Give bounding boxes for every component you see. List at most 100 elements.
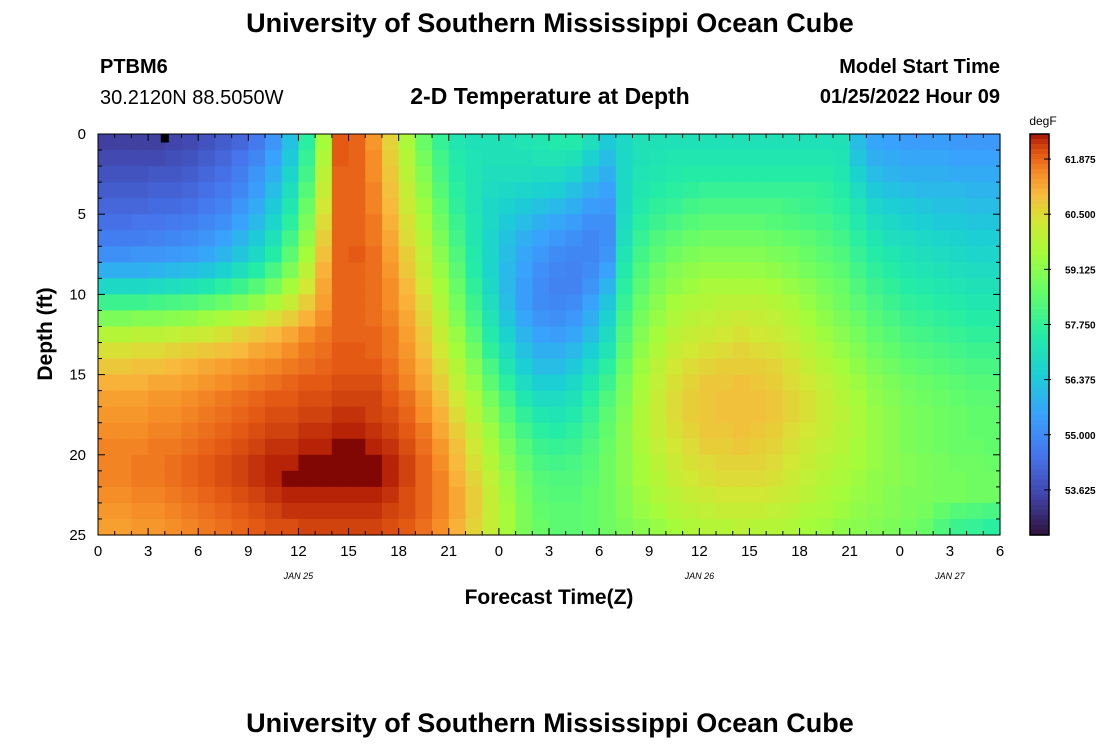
heatmap-cell	[131, 454, 149, 472]
heatmap-cell	[231, 406, 249, 424]
heatmap-cell	[699, 470, 717, 488]
heatmap-cell	[348, 390, 366, 408]
heatmap-cell	[465, 438, 483, 456]
heatmap-cell	[432, 358, 450, 376]
heatmap-cell	[448, 150, 467, 167]
heatmap-cell	[432, 262, 450, 279]
heatmap-cell	[883, 470, 901, 488]
heatmap-cell	[432, 374, 450, 392]
heatmap-cell	[98, 230, 116, 247]
heatmap-cell	[582, 438, 600, 456]
heatmap-cell	[565, 198, 583, 215]
heatmap-cell	[983, 518, 1001, 536]
heatmap-cell	[164, 246, 183, 263]
heatmap-cell	[482, 470, 500, 488]
heatmap-cell	[582, 518, 600, 536]
heatmap-cell	[432, 502, 450, 520]
heatmap-cell	[949, 390, 968, 408]
heatmap-cell	[381, 374, 400, 392]
heatmap-cell	[632, 278, 650, 295]
heatmap-cell	[432, 230, 450, 247]
heatmap-cell	[682, 438, 700, 456]
heatmap-cell	[716, 166, 734, 183]
heatmap-cell	[916, 486, 934, 504]
heatmap-cell	[716, 438, 734, 456]
x-tick-label: 3	[144, 543, 152, 560]
heatmap-cell	[465, 198, 483, 215]
heatmap-cell	[899, 518, 918, 536]
heatmap-cell	[649, 454, 667, 472]
heatmap-cell	[98, 470, 116, 488]
heatmap-cell	[949, 310, 968, 328]
heatmap-cell	[131, 230, 149, 247]
heatmap-cell	[883, 262, 901, 279]
heatmap-cell	[248, 214, 266, 231]
heatmap-cell	[98, 342, 116, 360]
heatmap-cell	[198, 486, 216, 504]
heatmap-cell	[331, 502, 350, 520]
heatmap-cell	[448, 134, 467, 151]
heatmap-cell	[849, 230, 867, 247]
heatmap-cell	[281, 134, 300, 151]
heatmap-cell	[799, 246, 817, 263]
heatmap-cell	[498, 342, 517, 360]
colorbar-segment	[1030, 294, 1049, 301]
heatmap-cell	[98, 134, 116, 151]
heatmap-cell	[331, 310, 350, 328]
heatmap-cell	[348, 422, 366, 440]
heatmap-cell	[665, 294, 684, 312]
heatmap-cell	[181, 390, 199, 408]
heatmap-cell	[181, 470, 199, 488]
heatmap-cell	[114, 502, 132, 520]
heatmap-cell	[365, 358, 383, 376]
heatmap-cell	[231, 182, 249, 199]
heatmap-cells	[98, 134, 1001, 536]
heatmap-cell	[582, 230, 600, 247]
heatmap-cell	[465, 502, 483, 520]
heatmap-cell	[699, 278, 717, 295]
heatmap-cell	[699, 518, 717, 536]
heatmap-cell	[98, 438, 116, 456]
heatmap-cell	[599, 390, 617, 408]
heatmap-cell	[148, 246, 166, 263]
heatmap-cell	[949, 454, 968, 472]
heatmap-cell	[448, 230, 467, 247]
heatmap-cell	[131, 486, 149, 504]
x-tick-label: 6	[595, 543, 603, 560]
x-tick-label: 0	[896, 543, 904, 560]
heatmap-cell	[515, 310, 533, 328]
heatmap-cell	[265, 182, 283, 199]
heatmap-cell	[866, 278, 884, 295]
heatmap-cell	[899, 422, 918, 440]
heatmap-cell	[866, 310, 884, 328]
heatmap-cell	[632, 502, 650, 520]
heatmap-cell	[181, 406, 199, 424]
heatmap-cell	[916, 150, 934, 167]
heatmap-cell	[164, 438, 183, 456]
heatmap-cell	[415, 310, 433, 328]
colorbar-segment	[1030, 144, 1049, 150]
colorbar-segment	[1030, 194, 1049, 200]
heatmap-cell	[599, 470, 617, 488]
heatmap-cell	[849, 198, 867, 215]
bottom-title: University of Southern Mississippi Ocean…	[246, 708, 854, 738]
heatmap-cell	[148, 166, 166, 183]
heatmap-cell	[949, 486, 968, 504]
heatmap-cell	[231, 438, 249, 456]
heatmap-cell	[532, 422, 550, 440]
heatmap-cell	[248, 198, 266, 215]
heatmap-cell	[315, 262, 333, 279]
heatmap-cell	[214, 262, 233, 279]
heatmap-cell	[599, 454, 617, 472]
heatmap-cell	[716, 454, 734, 472]
heatmap-cell	[816, 278, 834, 295]
heatmap-cell	[114, 278, 132, 295]
heatmap-cell	[465, 518, 483, 536]
heatmap-cell	[949, 134, 968, 151]
colorbar-segment	[1030, 414, 1049, 421]
y-axis: 0 5 10 15 20 25	[69, 126, 1000, 544]
heatmap-cell	[883, 326, 901, 344]
heatmap-cell	[465, 214, 483, 231]
heatmap-cell	[398, 438, 416, 456]
heatmap-cell	[482, 454, 500, 472]
